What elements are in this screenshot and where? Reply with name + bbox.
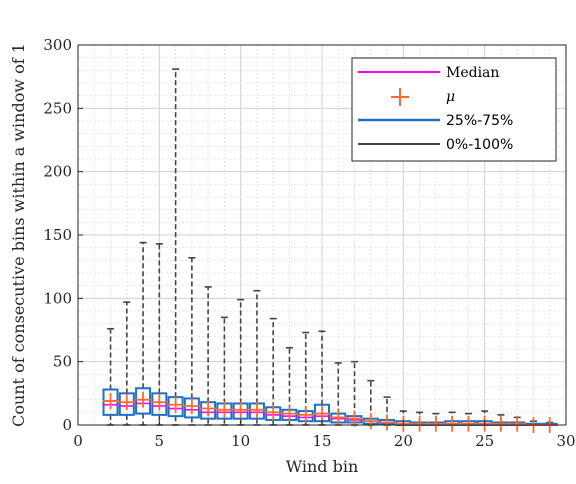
mean-marker [411,415,428,432]
mean-marker [151,394,168,411]
mean-marker [232,401,249,418]
x-tick-label: 25 [475,432,494,450]
mean-marker [183,398,200,414]
mean-marker [362,413,379,430]
legend-mean-label: μ [446,89,455,105]
mean-marker [314,405,330,422]
y-tick-label: 200 [43,163,72,181]
mean-marker [135,391,152,408]
mean-marker [265,404,282,421]
mean-marker [509,415,526,432]
mean-marker [102,392,119,409]
x-axis-ticks: 0 5 10 15 20 25 30 [73,420,576,450]
mean-marker [248,401,265,418]
mean-marker [492,415,509,432]
mean-marker [200,400,217,417]
x-tick-label: 30 [556,432,575,450]
mean-marker [460,415,477,432]
iqr-box [135,387,152,415]
x-tick-label: 0 [73,432,83,450]
x-axis-title: Wind bin [286,457,359,476]
mean-marker [346,410,363,427]
mean-marker [281,405,298,422]
iqr-box [102,388,119,416]
iqr-box [118,392,135,416]
x-tick-label: 10 [231,432,250,450]
legend-median-label: Median [446,65,499,81]
legend-mean-swatch [391,88,409,106]
y-axis-ticks: 0 50 100 150 200 250 300 [43,36,83,434]
y-tick-label: 50 [53,353,72,371]
y-tick-label: 0 [62,416,72,434]
legend-range-label: 0%-100% [446,137,513,153]
mean-marker [427,415,444,432]
legend: Median μ 25%-75% 0%-100% [351,57,557,162]
y-tick-label: 100 [43,289,72,307]
mean-marker [118,394,135,411]
means [102,391,558,433]
mean-marker [444,415,461,432]
iqr-box [151,392,168,416]
mean-marker [216,401,233,418]
y-axis-title: Count of consecutive bins within a windo… [9,43,28,427]
x-tick-label: 20 [394,432,413,450]
mean-marker [330,409,347,426]
y-tick-label: 300 [43,36,72,54]
mean-marker [379,414,396,431]
mean-marker [167,396,184,413]
x-tick-label: 5 [155,432,165,450]
x-tick-label: 15 [312,432,331,450]
mean-marker [297,406,314,423]
legend-iqr-label: 25%-75% [446,113,513,129]
y-tick-label: 250 [43,99,72,117]
y-tick-label: 150 [43,226,72,244]
